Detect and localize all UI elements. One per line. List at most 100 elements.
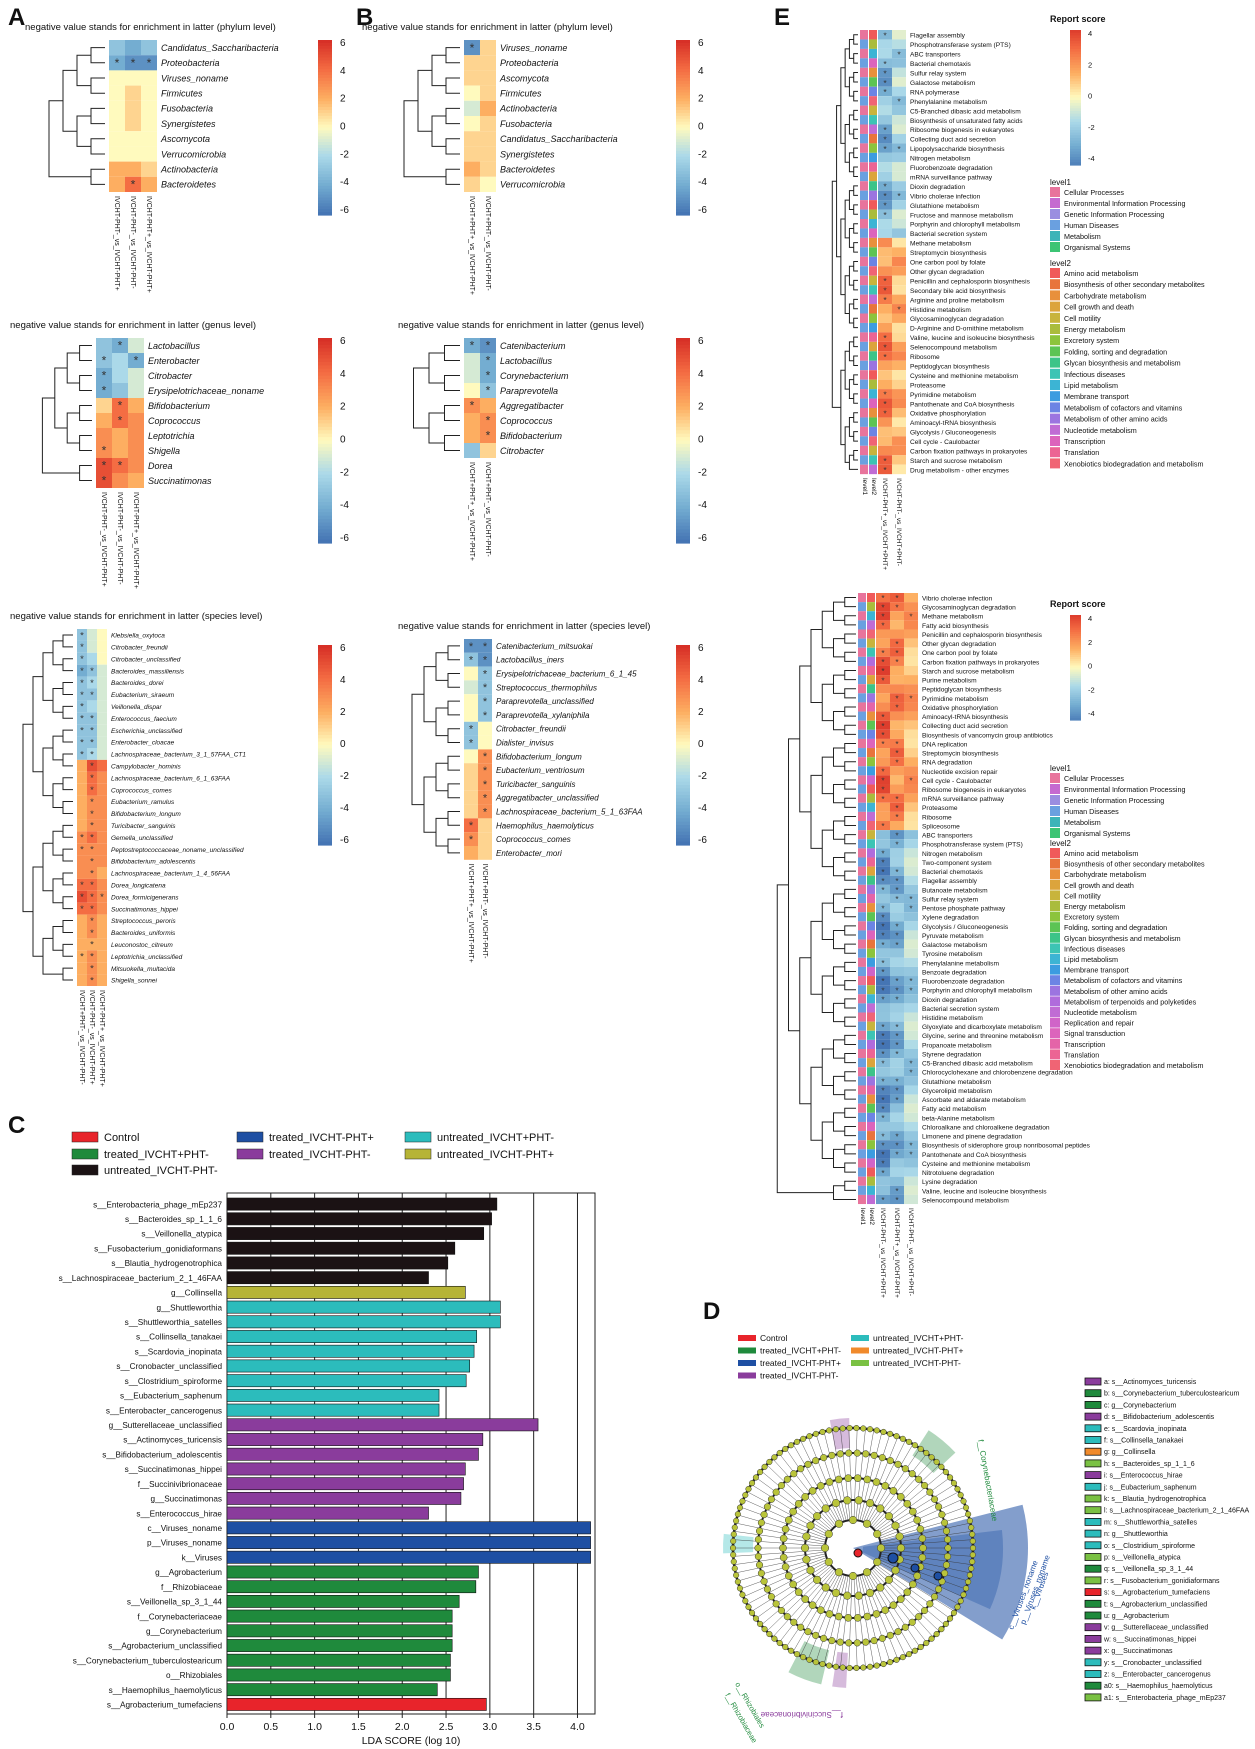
- significance-star: *: [90, 809, 94, 820]
- level1-strip: [860, 398, 868, 408]
- heat-cell: [87, 890, 97, 903]
- heat-cell: [97, 855, 107, 867]
- level2-strip: [867, 738, 875, 749]
- colorbar-segment: [676, 481, 690, 486]
- level2-label: Glycan biosynthesis and metabolism: [1064, 359, 1181, 368]
- significance-star: *: [895, 1050, 899, 1059]
- heat-cell: [464, 70, 480, 86]
- row-label: Paraprevotella: [500, 386, 558, 396]
- heat-cell: [128, 428, 144, 443]
- heat-cell: [125, 55, 141, 71]
- pathway-dendrogram-branch: [844, 1053, 856, 1064]
- bar-category-label: s__Shuttleworthia_satelles: [125, 1318, 222, 1327]
- heat-cell: [97, 926, 107, 939]
- heat-cell: [464, 749, 478, 764]
- level2-strip: [867, 1067, 875, 1077]
- colorbar-segment: [318, 375, 332, 380]
- pathway-cell: [890, 611, 904, 621]
- heat-cell: [141, 176, 157, 192]
- colorbar-segment: [676, 139, 690, 143]
- pathway-cell: [892, 455, 906, 465]
- pathway-label: Flagellar assembly: [922, 878, 978, 885]
- pathway-label: Selenocompound metabolism: [922, 1197, 1009, 1204]
- significance-star: *: [883, 144, 887, 154]
- significance-star: *: [80, 904, 84, 915]
- significance-star: *: [881, 622, 885, 631]
- heat-cell: [109, 100, 125, 116]
- level1-strip: [858, 720, 866, 730]
- cladogram-node: [813, 1575, 822, 1584]
- bar-category-label: s__Enterobacter_cancerogenus: [106, 1406, 222, 1415]
- pathway-cell: [892, 256, 906, 267]
- colorbar-segment: [318, 338, 332, 343]
- significance-star: *: [881, 676, 885, 685]
- colorbar-segment: [676, 104, 690, 108]
- significance-star: *: [881, 868, 885, 877]
- significance-star: *: [486, 369, 491, 383]
- cladogram-node: [853, 1664, 860, 1672]
- level1-title: level1: [1050, 764, 1071, 773]
- significance-star: *: [102, 444, 107, 458]
- lda-bar: [226, 1580, 477, 1594]
- level1-strip: [860, 455, 868, 465]
- level2-strip: [867, 1039, 875, 1049]
- row-dendrogram-branch: [445, 107, 460, 125]
- level1-strip: [858, 702, 866, 712]
- row-label: Fusobacteria: [161, 104, 213, 114]
- cladogram-node: [831, 1588, 841, 1597]
- level2-label: Amino acid metabolism: [1064, 849, 1138, 858]
- level2-swatch: [1050, 954, 1060, 964]
- heat-cell: [141, 70, 157, 86]
- heat-cell: [478, 708, 492, 722]
- heat-cell: [96, 458, 112, 473]
- level1-strip: [858, 903, 866, 913]
- pathway-column-label: IVCHT-PHT+_vs_IVCHT+PHT+: [881, 478, 888, 570]
- significance-star: *: [470, 41, 475, 55]
- pathway-cell: [892, 304, 906, 314]
- cladogram-node: [736, 1504, 744, 1511]
- clado-key-label: s: s__Agrobacterium_tumefaciens: [1104, 1590, 1210, 1597]
- row-label: Catenibacterium: [500, 341, 566, 351]
- colorbar-tick: 6: [698, 38, 704, 49]
- score-bar-segment: [1070, 70, 1081, 74]
- pathway-dendrogram-branch: [853, 279, 858, 291]
- row-label: Campylobacter_hominis: [111, 763, 181, 770]
- pathway-cell: [890, 793, 904, 803]
- pathway-cell: [890, 1049, 904, 1059]
- level1-label: Cellular Processes: [1064, 774, 1124, 783]
- clado-key-swatch: [1084, 1389, 1102, 1398]
- colorbar-segment: [676, 413, 690, 418]
- level2-swatch: [1050, 869, 1060, 880]
- pathway-cell: [890, 757, 904, 767]
- pathway-dendrogram-branch: [853, 53, 858, 64]
- clado-legend-label: untreated_IVCHT-PHT-: [873, 1358, 961, 1368]
- pathway-cell: [876, 1049, 890, 1059]
- colorbar-segment: [676, 399, 690, 404]
- pathway-label: Proteasome: [922, 805, 958, 812]
- cladogram-node: [862, 1450, 870, 1458]
- significance-star: *: [80, 654, 84, 665]
- row-label: Escherichia_unclassified: [111, 728, 183, 735]
- pathway-label: Pentose phosphate pathway: [922, 906, 1006, 913]
- cladogram-branch: [870, 1569, 928, 1643]
- clado-key-swatch: [1084, 1506, 1102, 1515]
- cladogram-node: [730, 1551, 737, 1558]
- pathway-dendrogram-branch: [848, 152, 854, 173]
- colorbar-segment: [676, 536, 690, 541]
- pathway-cell: [904, 830, 918, 840]
- cladogram-node: [931, 1495, 939, 1503]
- row-label: Firmicutes: [500, 89, 542, 99]
- colorbar-tick: -6: [340, 533, 349, 544]
- pathway-cell: [890, 720, 904, 730]
- colorbar-segment: [318, 758, 332, 763]
- heat-cell: [77, 640, 87, 653]
- level2-label: Transcription: [1064, 437, 1105, 446]
- level2-strip: [869, 181, 877, 191]
- lda-bar: [226, 1477, 464, 1491]
- pathway-label: Purine metabolism: [922, 678, 977, 685]
- cladogram-node: [761, 1626, 768, 1633]
- significance-star: *: [147, 56, 152, 70]
- level2-strip: [867, 848, 875, 858]
- level1-strip: [858, 866, 866, 876]
- colorbar-segment: [318, 200, 332, 204]
